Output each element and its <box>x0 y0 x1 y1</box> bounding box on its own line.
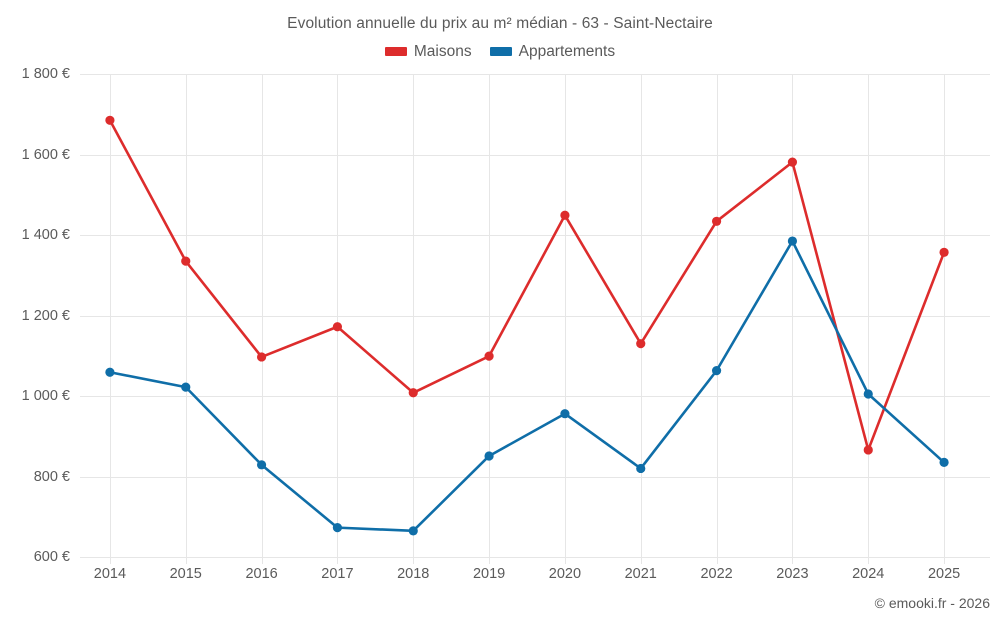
x-axis-tick <box>261 557 263 564</box>
gridline-vertical <box>261 74 263 557</box>
x-axis-tick <box>337 557 339 564</box>
gridline-vertical <box>868 74 870 557</box>
legend-label-maisons: Maisons <box>413 43 472 60</box>
plot-area <box>80 74 990 558</box>
x-axis-tick-label: 2014 <box>93 566 127 582</box>
gridline-vertical <box>489 74 491 557</box>
gridline-vertical <box>564 74 566 557</box>
gridline-vertical <box>716 74 718 557</box>
gridline-vertical <box>944 74 946 557</box>
x-axis-tick <box>640 557 642 564</box>
x-axis-tick-label: 2024 <box>852 566 885 582</box>
x-axis-tick-label: 2022 <box>700 566 733 582</box>
gridline-vertical <box>792 74 794 557</box>
gridline-horizontal <box>80 315 990 317</box>
x-axis-tick-label: 2018 <box>397 566 430 582</box>
y-axis-tick-label: 800 € <box>33 468 70 485</box>
gridline-horizontal <box>80 154 990 156</box>
x-axis-tick <box>792 557 794 564</box>
x-axis-tick-label: 2015 <box>169 566 202 582</box>
x-axis-tick-label: 2017 <box>321 566 354 582</box>
gridline-vertical <box>337 74 339 557</box>
legend-swatch-appartements <box>489 47 512 57</box>
y-axis-tick-label: 1 400 € <box>21 227 70 243</box>
x-axis-tick <box>564 557 566 564</box>
gridline-horizontal <box>80 557 990 558</box>
gridline-horizontal <box>80 235 990 236</box>
x-axis-tick <box>489 557 491 564</box>
y-axis-labels: 600 € 800 € 1 000 € 1 200 € 1 400 € 1 600 € 1 … <box>0 66 70 565</box>
x-axis-tick <box>413 557 415 564</box>
x-axis-tick-label: 2019 <box>472 566 506 582</box>
legend-label-appartements: Appartements <box>518 43 616 60</box>
x-axis-tick <box>944 557 946 564</box>
legend-item-appartements[interactable]: Appartements <box>489 43 616 60</box>
x-axis-tick-label: 2025 <box>927 566 961 582</box>
x-axis-labels: 2014 2015 2016 2017 2018 2019 2020 2021 2022 2023… <box>0 566 1000 592</box>
x-axis-tick <box>716 557 718 564</box>
x-axis-tick-label: 2016 <box>245 566 278 582</box>
x-axis-tick-label: 2023 <box>776 566 809 582</box>
gridline-horizontal <box>80 74 990 75</box>
gridline-vertical <box>413 74 415 557</box>
legend-item-maisons[interactable]: Maisons <box>384 43 472 60</box>
gridline-vertical <box>185 74 187 557</box>
footer-credit: © emooki.fr - 2026 <box>874 595 990 611</box>
y-axis-tick-label: 600 € <box>33 549 70 565</box>
gridline-horizontal <box>80 396 990 397</box>
x-axis-tick <box>868 557 870 564</box>
gridline-vertical <box>640 74 642 557</box>
y-axis-tick-label: 1 600 € <box>21 146 70 163</box>
chart-title: Evolution annuelle du prix au m² médian … <box>287 15 713 32</box>
x-axis-tick-label: 2020 <box>548 566 582 582</box>
y-axis-tick-label: 1 800 € <box>21 66 70 82</box>
x-axis-tick <box>109 557 111 564</box>
x-axis-tick <box>185 557 187 564</box>
y-axis-tick-label: 1 200 € <box>21 307 70 324</box>
gridline-horizontal <box>80 476 990 478</box>
chart-legend: Maisons Appartements <box>0 44 1000 60</box>
y-axis-tick-label: 1 000 € <box>21 388 70 404</box>
legend-swatch-maisons <box>384 47 407 57</box>
x-axis-tick-label: 2021 <box>624 566 657 582</box>
gridline-vertical <box>109 74 111 557</box>
